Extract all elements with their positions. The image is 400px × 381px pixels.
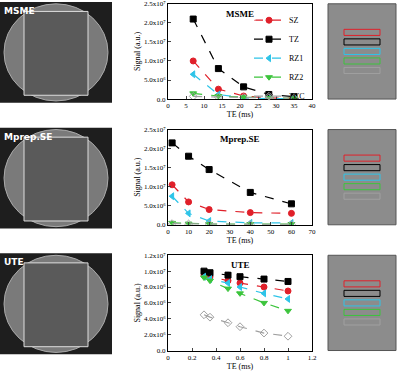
svg-text:0.0: 0.0 xyxy=(157,96,166,104)
svg-text:Signal (a.u.): Signal (a.u.) xyxy=(133,31,142,71)
svg-text:1.5x10⁷: 1.5x10⁷ xyxy=(144,38,166,46)
svg-text:0: 0 xyxy=(166,102,170,110)
svg-text:0.4: 0.4 xyxy=(212,354,221,362)
svg-text:5: 5 xyxy=(184,102,188,110)
svg-text:4.0x10⁶: 4.0x10⁶ xyxy=(144,315,166,323)
svg-text:TZ: TZ xyxy=(289,35,299,44)
svg-text:5.0x10⁶: 5.0x10⁶ xyxy=(144,76,166,84)
svg-text:UTE: UTE xyxy=(231,260,250,270)
svg-text:0.0: 0.0 xyxy=(157,347,166,355)
svg-text:TE (ms): TE (ms) xyxy=(227,236,254,245)
svg-text:MSME: MSME xyxy=(226,9,254,19)
svg-text:30: 30 xyxy=(273,102,281,110)
svg-text:40: 40 xyxy=(309,102,317,110)
svg-text:0.2: 0.2 xyxy=(188,354,197,362)
svg-text:RZ2: RZ2 xyxy=(289,73,303,82)
svg-text:1.2: 1.2 xyxy=(308,354,317,362)
svg-text:20: 20 xyxy=(237,102,245,110)
svg-text:50: 50 xyxy=(267,228,275,236)
svg-text:ZCC: ZCC xyxy=(289,92,305,101)
svg-text:0: 0 xyxy=(166,354,170,362)
svg-text:2.5x10⁷: 2.5x10⁷ xyxy=(144,0,166,8)
svg-text:0: 0 xyxy=(166,228,170,236)
svg-text:Mprep.SE: Mprep.SE xyxy=(4,132,52,142)
svg-text:0.0: 0.0 xyxy=(157,221,166,229)
svg-text:30: 30 xyxy=(226,228,234,236)
svg-text:RZ1: RZ1 xyxy=(289,54,303,63)
svg-text:10: 10 xyxy=(201,102,209,110)
svg-text:1.0x10⁷: 1.0x10⁷ xyxy=(144,57,166,65)
svg-text:SZ: SZ xyxy=(289,16,298,25)
svg-text:5.0x10⁶: 5.0x10⁶ xyxy=(144,202,166,210)
svg-text:1.0x10⁷: 1.0x10⁷ xyxy=(144,268,166,276)
svg-text:35: 35 xyxy=(291,102,299,110)
svg-text:Signal (a.u.): Signal (a.u.) xyxy=(133,157,142,197)
svg-text:0.6: 0.6 xyxy=(236,354,245,362)
svg-text:MSME: MSME xyxy=(4,6,35,16)
svg-text:2.0x10⁷: 2.0x10⁷ xyxy=(144,19,166,27)
svg-text:2.0x10⁷: 2.0x10⁷ xyxy=(144,145,166,153)
svg-text:0.8: 0.8 xyxy=(260,354,269,362)
svg-text:10: 10 xyxy=(185,228,193,236)
svg-text:1: 1 xyxy=(286,354,290,362)
svg-text:40: 40 xyxy=(247,228,255,236)
svg-text:TE (ms): TE (ms) xyxy=(227,110,254,119)
svg-text:2.5x10⁷: 2.5x10⁷ xyxy=(144,126,166,134)
svg-text:2.0x10⁶: 2.0x10⁶ xyxy=(144,331,166,339)
svg-text:25: 25 xyxy=(255,102,263,110)
svg-text:15: 15 xyxy=(219,102,227,110)
svg-text:20: 20 xyxy=(206,228,214,236)
svg-text:TE (ms): TE (ms) xyxy=(227,362,254,371)
svg-text:70: 70 xyxy=(309,228,317,236)
svg-text:Mprep.SE: Mprep.SE xyxy=(220,134,260,144)
svg-text:60: 60 xyxy=(288,228,296,236)
svg-text:Signal (a.u.): Signal (a.u.) xyxy=(133,283,142,323)
svg-text:UTE: UTE xyxy=(4,257,24,267)
svg-text:1.2x10⁷: 1.2x10⁷ xyxy=(144,252,166,260)
svg-text:1.0x10⁷: 1.0x10⁷ xyxy=(144,183,166,191)
svg-text:8.0x10⁶: 8.0x10⁶ xyxy=(144,283,166,291)
svg-text:6.0x10⁶: 6.0x10⁶ xyxy=(144,299,166,307)
svg-text:1.5x10⁷: 1.5x10⁷ xyxy=(144,164,166,172)
